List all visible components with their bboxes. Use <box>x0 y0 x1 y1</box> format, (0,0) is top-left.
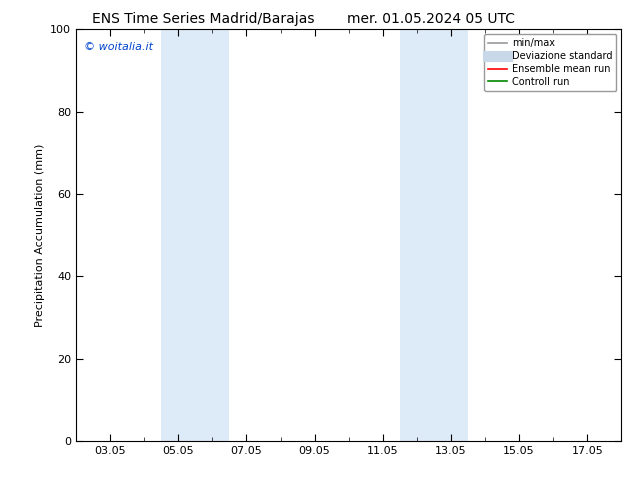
Text: mer. 01.05.2024 05 UTC: mer. 01.05.2024 05 UTC <box>347 12 515 26</box>
Text: © woitalia.it: © woitalia.it <box>84 42 153 52</box>
Bar <box>400 29 468 441</box>
Text: ENS Time Series Madrid/Barajas: ENS Time Series Madrid/Barajas <box>92 12 314 26</box>
Legend: min/max, Deviazione standard, Ensemble mean run, Controll run: min/max, Deviazione standard, Ensemble m… <box>484 34 616 91</box>
Bar <box>161 29 230 441</box>
Y-axis label: Precipitation Accumulation (mm): Precipitation Accumulation (mm) <box>35 144 44 327</box>
